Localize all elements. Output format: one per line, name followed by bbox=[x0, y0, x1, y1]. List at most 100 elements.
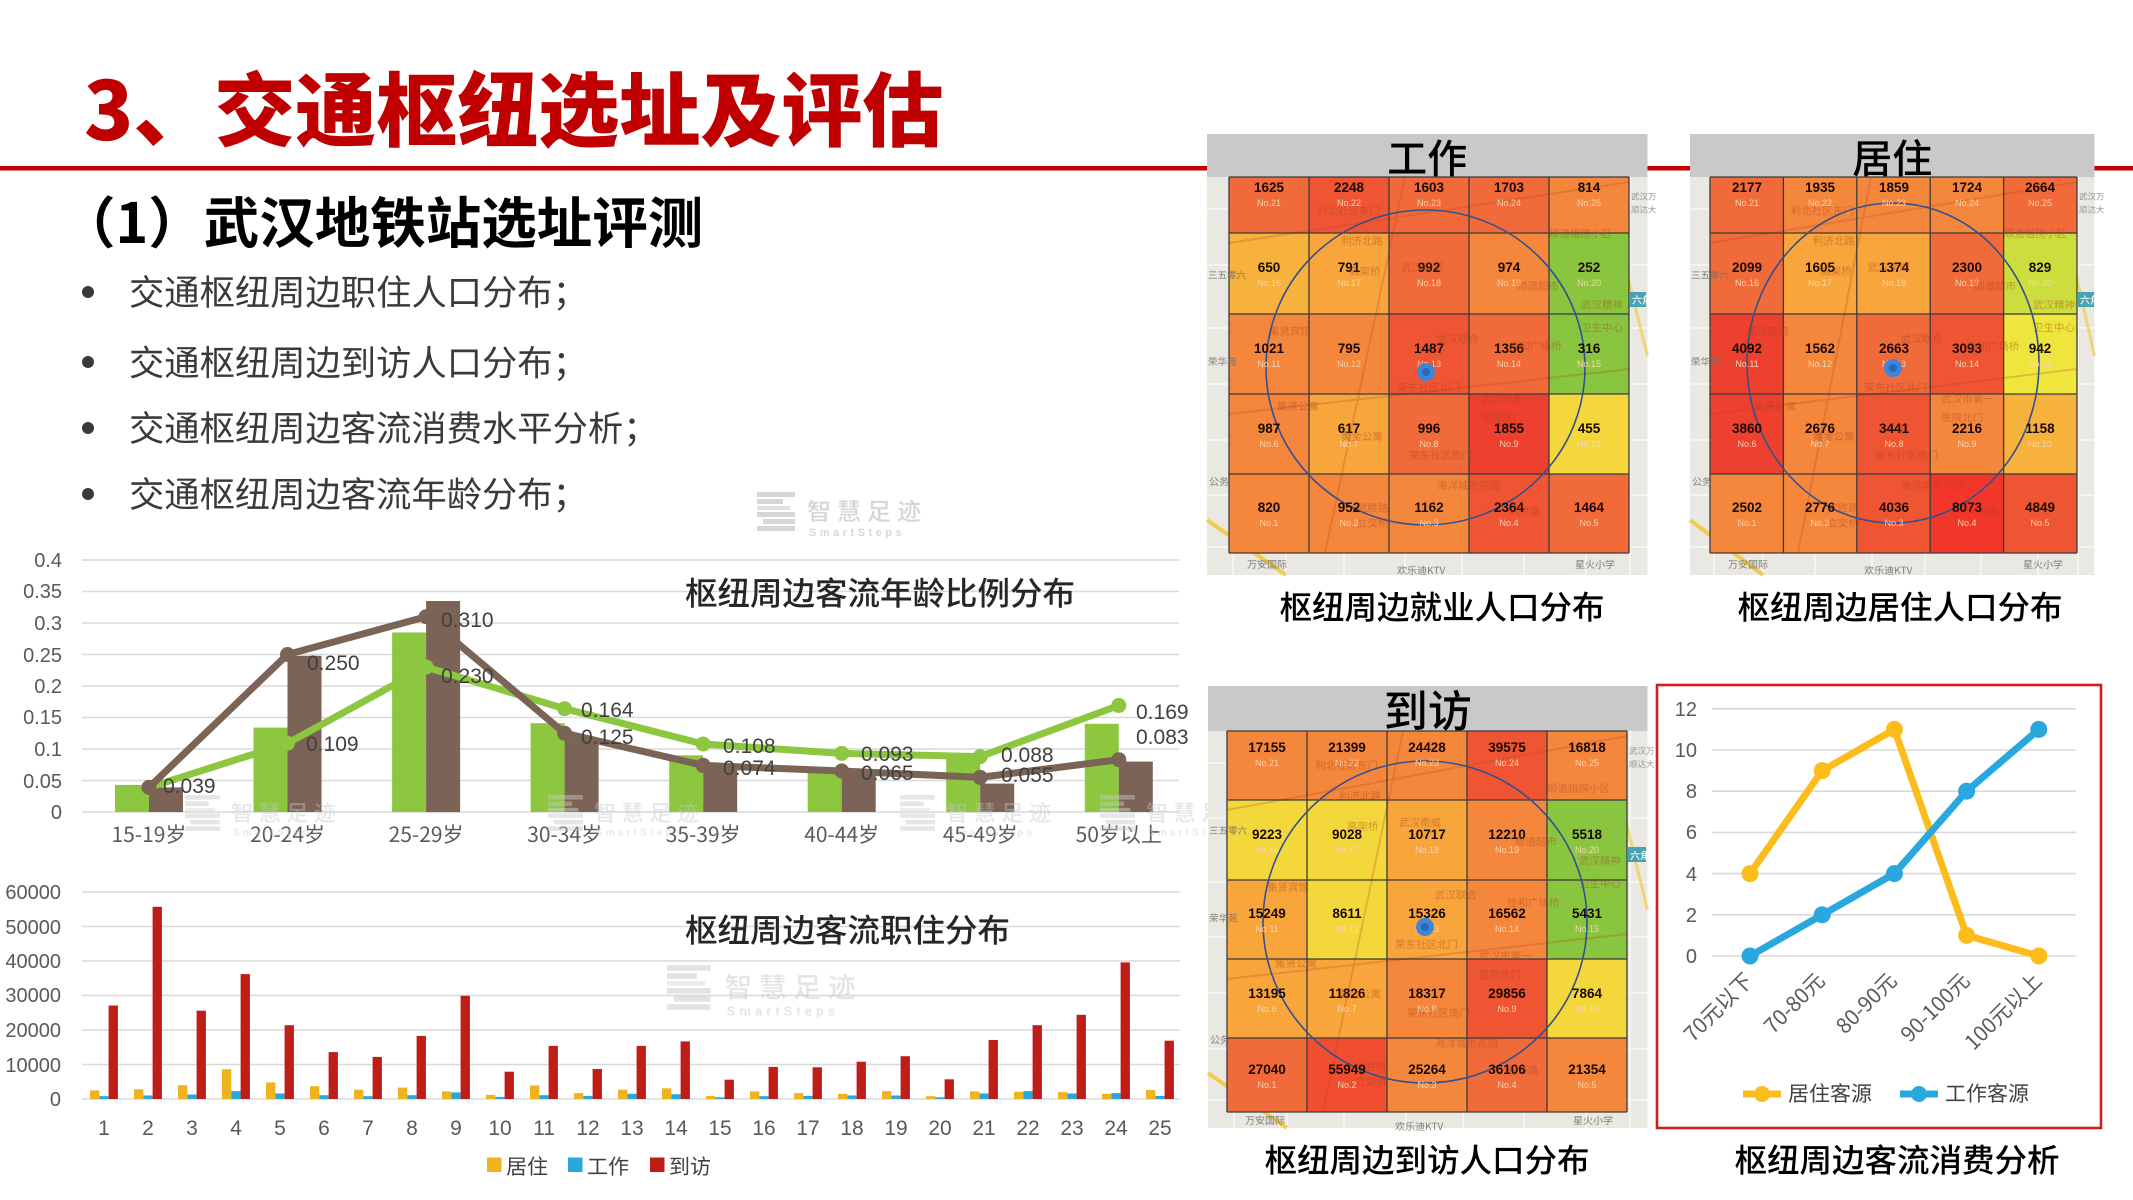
svg-text:8073: 8073 bbox=[1952, 500, 1983, 515]
svg-text:No.21: No.21 bbox=[1255, 758, 1279, 768]
svg-text:0.109: 0.109 bbox=[306, 733, 359, 756]
svg-text:20: 20 bbox=[928, 1117, 951, 1140]
svg-text:16562: 16562 bbox=[1488, 906, 1526, 921]
svg-text:4849: 4849 bbox=[2025, 500, 2055, 515]
svg-text:No.11: No.11 bbox=[1255, 924, 1278, 934]
svg-text:0.3: 0.3 bbox=[34, 613, 62, 635]
svg-text:No.6: No.6 bbox=[1737, 439, 1756, 449]
svg-text:0.230: 0.230 bbox=[441, 665, 494, 688]
svg-text:0.164: 0.164 bbox=[581, 699, 634, 722]
svg-text:24428: 24428 bbox=[1408, 740, 1446, 755]
svg-text:0.1: 0.1 bbox=[34, 739, 62, 761]
svg-text:No.16: No.16 bbox=[1257, 278, 1281, 288]
svg-text:No.12: No.12 bbox=[1808, 359, 1832, 369]
svg-text:No.9: No.9 bbox=[1499, 439, 1518, 449]
svg-text:4: 4 bbox=[230, 1117, 242, 1140]
svg-text:No.24: No.24 bbox=[1955, 198, 1979, 208]
svg-text:21399: 21399 bbox=[1328, 740, 1366, 755]
svg-text:No.10: No.10 bbox=[1577, 439, 1601, 449]
svg-text:1703: 1703 bbox=[1494, 180, 1525, 195]
svg-text:No.18: No.18 bbox=[1415, 845, 1439, 855]
svg-text:29856: 29856 bbox=[1488, 986, 1526, 1001]
svg-text:No.20: No.20 bbox=[1577, 278, 1601, 288]
svg-text:No.2: No.2 bbox=[1337, 1080, 1356, 1090]
svg-text:12: 12 bbox=[1675, 699, 1697, 721]
svg-text:2664: 2664 bbox=[2025, 180, 2056, 195]
svg-text:6: 6 bbox=[1686, 822, 1697, 844]
svg-text:No.14: No.14 bbox=[1955, 359, 1979, 369]
svg-text:No.18: No.18 bbox=[1417, 278, 1441, 288]
svg-text:No.25: No.25 bbox=[1577, 198, 1601, 208]
svg-text:No.24: No.24 bbox=[1495, 758, 1519, 768]
svg-text:5: 5 bbox=[274, 1117, 286, 1140]
svg-text:4: 4 bbox=[1686, 864, 1697, 886]
svg-text:No.18: No.18 bbox=[1882, 278, 1906, 288]
svg-text:No.15: No.15 bbox=[1575, 924, 1599, 934]
svg-text:No.8: No.8 bbox=[1419, 439, 1438, 449]
svg-text:0.15: 0.15 bbox=[23, 707, 62, 729]
svg-text:1356: 1356 bbox=[1494, 341, 1525, 356]
svg-text:SmartSteps: SmartSteps bbox=[948, 827, 1036, 838]
svg-text:60000: 60000 bbox=[5, 882, 61, 904]
svg-text:No.22: No.22 bbox=[1335, 758, 1359, 768]
svg-text:No.4: No.4 bbox=[1499, 518, 1518, 528]
svg-text:13: 13 bbox=[620, 1117, 643, 1140]
svg-text:No.19: No.19 bbox=[1497, 278, 1521, 288]
svg-text:20000: 20000 bbox=[5, 1020, 61, 1042]
svg-text:40000: 40000 bbox=[5, 951, 61, 973]
svg-text:No.23: No.23 bbox=[1882, 198, 1906, 208]
svg-text:No.16: No.16 bbox=[1735, 278, 1759, 288]
svg-text:No.1: No.1 bbox=[1257, 1080, 1276, 1090]
svg-text:55949: 55949 bbox=[1328, 1062, 1366, 1077]
svg-text:No.3: No.3 bbox=[1884, 518, 1903, 528]
svg-text:942: 942 bbox=[2029, 341, 2052, 356]
svg-text:10: 10 bbox=[1675, 740, 1697, 762]
svg-text:455: 455 bbox=[1578, 421, 1601, 436]
svg-text:0.088: 0.088 bbox=[1001, 744, 1054, 767]
svg-text:2216: 2216 bbox=[1952, 421, 1983, 436]
svg-text:No.25: No.25 bbox=[2028, 198, 2052, 208]
svg-text:No.3: No.3 bbox=[1419, 518, 1438, 528]
svg-text:No.15: No.15 bbox=[2028, 359, 2052, 369]
svg-text:SmartSteps: SmartSteps bbox=[809, 527, 905, 539]
svg-text:0: 0 bbox=[50, 1089, 61, 1111]
svg-text:No.2: No.2 bbox=[1810, 518, 1829, 528]
svg-text:2: 2 bbox=[142, 1117, 154, 1140]
svg-text:814: 814 bbox=[1578, 180, 1601, 195]
svg-text:No.17: No.17 bbox=[1808, 278, 1832, 288]
svg-text:No.5: No.5 bbox=[2030, 518, 2049, 528]
svg-text:No.3: No.3 bbox=[1417, 1080, 1436, 1090]
svg-text:16: 16 bbox=[752, 1117, 775, 1140]
svg-text:No.22: No.22 bbox=[1337, 198, 1361, 208]
svg-text:0.05: 0.05 bbox=[23, 771, 62, 793]
svg-text:No.23: No.23 bbox=[1417, 198, 1441, 208]
svg-text:952: 952 bbox=[1338, 500, 1361, 515]
svg-text:0.250: 0.250 bbox=[307, 652, 360, 675]
svg-text:5431: 5431 bbox=[1572, 906, 1603, 921]
svg-text:10: 10 bbox=[488, 1117, 511, 1140]
svg-text:No.4: No.4 bbox=[1497, 1080, 1516, 1090]
svg-text:18317: 18317 bbox=[1408, 986, 1446, 1001]
svg-text:3: 3 bbox=[186, 1117, 198, 1140]
svg-text:4092: 4092 bbox=[1732, 341, 1762, 356]
svg-text:No.6: No.6 bbox=[1257, 1004, 1276, 1014]
svg-text:2663: 2663 bbox=[1879, 341, 1910, 356]
svg-text:27040: 27040 bbox=[1248, 1062, 1286, 1077]
svg-text:1464: 1464 bbox=[1574, 500, 1605, 515]
svg-text:25: 25 bbox=[1148, 1117, 1171, 1140]
svg-text:50000: 50000 bbox=[5, 917, 61, 939]
svg-text:0.35: 0.35 bbox=[23, 581, 62, 603]
svg-text:SmartSteps: SmartSteps bbox=[1148, 827, 1236, 838]
svg-text:No.10: No.10 bbox=[2028, 439, 2052, 449]
svg-text:15249: 15249 bbox=[1248, 906, 1286, 921]
svg-text:18: 18 bbox=[840, 1117, 863, 1140]
svg-text:2248: 2248 bbox=[1334, 180, 1365, 195]
svg-text:No.4: No.4 bbox=[1957, 518, 1976, 528]
svg-text:0.310: 0.310 bbox=[441, 609, 494, 632]
svg-text:1935: 1935 bbox=[1805, 180, 1836, 195]
svg-text:3093: 3093 bbox=[1952, 341, 1983, 356]
svg-text:23: 23 bbox=[1060, 1117, 1083, 1140]
svg-text:996: 996 bbox=[1418, 421, 1441, 436]
svg-text:8: 8 bbox=[406, 1117, 418, 1140]
svg-text:0.169: 0.169 bbox=[1136, 701, 1189, 724]
